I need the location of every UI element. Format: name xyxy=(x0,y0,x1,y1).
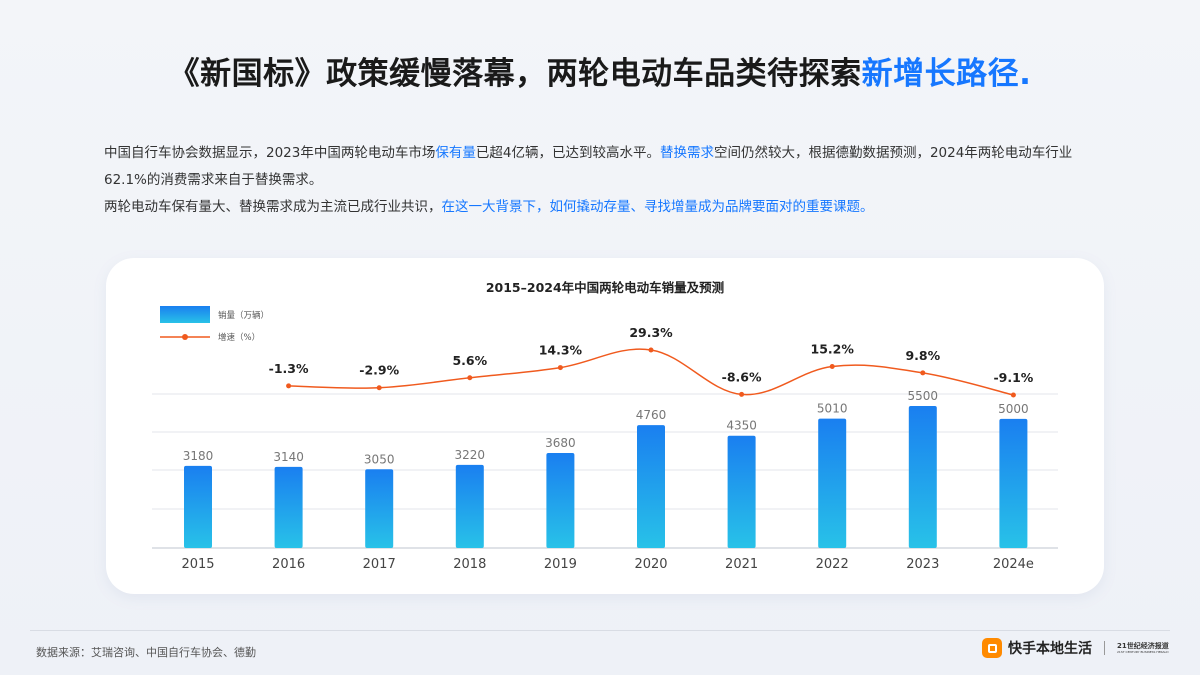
p1-text-a: 中国自行车协会数据显示，2023年中国两轮电动车市场 xyxy=(104,145,436,161)
herald-logo-line1: 21世纪经济报道 xyxy=(1117,642,1169,650)
brand-separator xyxy=(1104,641,1105,655)
bar-value-label: 3180 xyxy=(183,449,214,463)
bar-2021 xyxy=(727,435,756,548)
chart-grid xyxy=(152,393,1058,549)
growth-point-2020 xyxy=(648,347,654,353)
x-tick-label: 2024e xyxy=(993,557,1034,572)
growth-point-2017 xyxy=(376,385,382,391)
data-source: 数据来源：艾瑞咨询、中国自行车协会、德勤 xyxy=(36,646,256,659)
growth-point-2021 xyxy=(739,391,745,397)
growth-value-label: 29.3% xyxy=(629,325,673,340)
brand-logos: 快手本地生活 21世纪经济报道 21ST CENTURY BUSINESS HE… xyxy=(982,638,1169,658)
brand-name: 快手本地生活 xyxy=(1008,641,1092,657)
x-tick-label: 2021 xyxy=(725,557,758,572)
chart-title: 2015–2024年中国两轮电动车销量及预测 xyxy=(486,280,724,295)
bar-value-label: 5000 xyxy=(998,402,1029,416)
growth-point-2019 xyxy=(557,365,563,371)
intro-paragraph-2: 两轮电动车保有量大、替换需求成为主流已成行业共识，在这一大背景下，如何撬动存量、… xyxy=(104,194,1104,221)
p1-highlight-stock: 保有量 xyxy=(435,145,476,161)
p1-highlight-replace: 替换需求 xyxy=(659,145,714,161)
chart-legend: 销量（万辆） 增速（%） xyxy=(160,306,269,343)
growth-point-2022 xyxy=(829,364,835,370)
bar-value-label: 4350 xyxy=(726,419,757,433)
growth-point-2024e xyxy=(1010,392,1016,398)
x-tick-label: 2018 xyxy=(453,557,486,572)
p2-highlight: 在这一大背景下，如何撬动存量、寻找增量成为品牌要面对的重要课题。 xyxy=(441,199,874,215)
growth-value-label: 5.6% xyxy=(452,353,487,368)
x-tick-label: 2015 xyxy=(181,557,214,572)
bar-2017 xyxy=(365,469,394,548)
x-tick-label: 2016 xyxy=(272,557,305,572)
legend-bar-swatch xyxy=(160,306,210,323)
growth-value-label: 14.3% xyxy=(539,343,583,358)
bar-2018 xyxy=(455,464,484,548)
bar-value-label: 3140 xyxy=(273,450,304,464)
bar-2019 xyxy=(546,452,575,548)
footer-divider xyxy=(30,630,1170,631)
bar-2024e xyxy=(999,418,1028,548)
x-tick-label: 2017 xyxy=(363,557,396,572)
x-axis: 2015 2016 2017 2018 2019 2020 2021 2022 2023 2024… xyxy=(181,557,1033,572)
growth-value-label: -9.1% xyxy=(993,370,1033,385)
growth-point-2018 xyxy=(467,375,473,381)
x-tick-label: 2022 xyxy=(816,557,849,572)
growth-point-2023 xyxy=(920,370,926,376)
legend-bar-label: 销量（万辆） xyxy=(218,310,269,321)
herald-logo-line2: 21ST CENTURY BUSINESS HERALD xyxy=(1117,650,1169,654)
headline-main: 《新国标》政策缓慢落幕，两轮电动车品类待探索 xyxy=(168,56,862,92)
bar-2022 xyxy=(818,418,847,548)
x-tick-label: 2023 xyxy=(906,557,939,572)
growth-value-label: 15.2% xyxy=(811,342,855,357)
growth-value-label: 9.8% xyxy=(905,348,940,363)
growth-value-label: -1.3% xyxy=(269,361,309,376)
bar-value-label: 4760 xyxy=(636,408,667,422)
bar-value-label: 3050 xyxy=(364,452,395,466)
chart-card: 2015–2024年中国两轮电动车销量及预测 销量（万辆） 增速（%） 3180… xyxy=(106,258,1104,594)
growth-line-series: -1.3% -2.9% 5.6% 14.3% 29.3% -8.6% 15.2% 9.8% -9… xyxy=(269,325,1034,398)
page-headline: 《新国标》政策缓慢落幕，两轮电动车品类待探索新增长路径. xyxy=(0,48,1200,93)
growth-value-label: -2.9% xyxy=(359,363,399,378)
bar-2016 xyxy=(274,466,303,548)
sales-chart: 2015–2024年中国两轮电动车销量及预测 销量（万辆） 增速（%） 3180… xyxy=(152,280,1058,572)
legend-line-label: 增速（%） xyxy=(218,332,260,343)
bar-value-label: 3680 xyxy=(545,436,576,450)
bar-2020 xyxy=(637,425,665,548)
bar-2015 xyxy=(184,465,212,548)
growth-point-2016 xyxy=(286,383,292,389)
legend-line-marker xyxy=(182,334,188,340)
bar-value-label: 3220 xyxy=(455,448,486,462)
p1-text-c: 已超4亿辆，已达到较高水平。 xyxy=(475,145,660,161)
intro-paragraph-1: 中国自行车协会数据显示，2023年中国两轮电动车市场保有量已超4亿辆，已达到较高… xyxy=(104,140,1104,194)
bar-series: 3180 3140 3050 3220 3680 4760 4350 5010 5500 5000 xyxy=(183,389,1029,548)
kuaishou-logo-icon xyxy=(982,638,1002,658)
bar-2023 xyxy=(908,406,937,548)
p1-text-e: 空间仍然较大，根据德勤数据预测，2024年两轮电动车行业62.1%的消费需求来自… xyxy=(104,145,1073,188)
p2-text-a: 两轮电动车保有量大、替换需求成为主流已成行业共识， xyxy=(104,199,442,215)
herald-logo: 21世纪经济报道 21ST CENTURY BUSINESS HERALD xyxy=(1117,642,1169,654)
x-tick-label: 2020 xyxy=(634,557,667,572)
headline-highlight: 新增长路径. xyxy=(861,56,1032,92)
bar-value-label: 5500 xyxy=(908,389,939,403)
bar-value-label: 5010 xyxy=(817,402,848,416)
growth-value-label: -8.6% xyxy=(722,369,762,384)
x-tick-label: 2019 xyxy=(544,557,577,572)
